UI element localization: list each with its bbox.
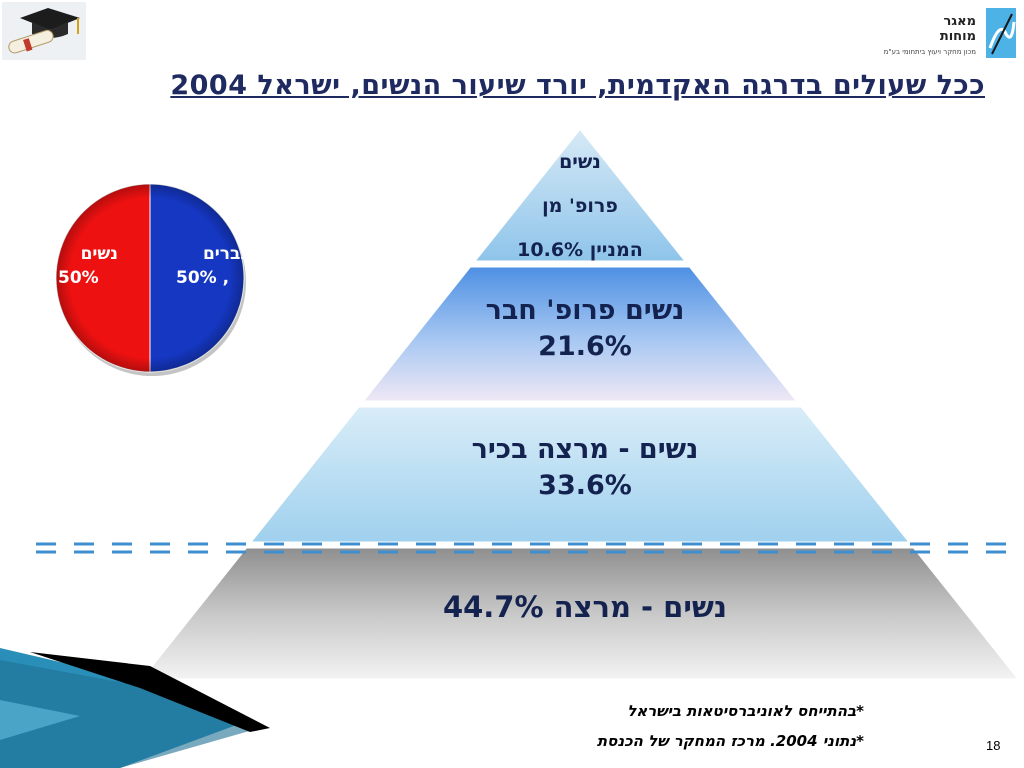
pyramid-tier-lecturer <box>136 545 1024 682</box>
logo-name-line2: מוחות <box>939 29 976 44</box>
tier-senior-lecturer-label: נשים - מרצה בכיר 33.6% <box>360 432 810 504</box>
pie-shading <box>56 184 244 372</box>
page-number: 18 <box>986 738 1001 753</box>
footnote-source: *נתוני 2004. מרכז המחקר של הכנסת <box>596 732 864 750</box>
pyramid-tier-full-professor <box>470 125 690 264</box>
pyramid-tier-associate-professor <box>358 264 802 404</box>
pie-label-men: גברים 50% , <box>176 242 248 290</box>
tier-associate-professor-line2: 21.6% <box>538 331 632 362</box>
pyramid-chart <box>136 125 1024 682</box>
pie-label-women-value: 50% <box>58 268 99 288</box>
logo-tagline: מכון מחקר ויעוץ ביתחומי בע"מ <box>883 48 976 56</box>
decorative-swoosh <box>0 648 270 768</box>
tier-full-professor-line1: נשים <box>559 151 601 173</box>
tier-full-professor-label: נשים פרופ' מן המניין 10.6% <box>460 140 700 272</box>
pie-label-women: נשים 50% <box>58 242 118 290</box>
footnote-universities: *בהתייחס לאוניברסיטאות בישראל <box>627 702 864 720</box>
tier-senior-lecturer-line2: 33.6% <box>538 470 632 501</box>
pie-chart <box>55 183 246 376</box>
tier-associate-professor-line1: נשים פרופ' חבר <box>485 295 685 326</box>
tier-full-professor-line3: המניין 10.6% <box>517 239 643 261</box>
tier-lecturer-line1: נשים - מרצה 44.7% <box>442 590 728 624</box>
tier-senior-lecturer-line1: נשים - מרצה בכיר <box>471 434 699 465</box>
logo-name-line1: מאגר <box>943 14 976 29</box>
pie-label-women-name: נשים <box>80 244 118 264</box>
pie-label-men-value: 50% , <box>176 268 230 288</box>
tier-associate-professor-label: נשים פרופ' חבר 21.6% <box>400 293 770 365</box>
graduation-cap-diploma-icon <box>2 2 86 60</box>
pen-icon <box>986 8 1016 58</box>
tier-lecturer-label: נשים - מרצה 44.7% <box>300 588 870 626</box>
pie-label-men-name: גברים <box>202 244 248 264</box>
tier-full-professor-line2: פרופ' מן <box>542 195 618 217</box>
slide-title: ככל שעולים בדרגה האקדמית, יורד שיעור הנש… <box>170 70 985 101</box>
dashed-divider <box>36 542 1006 554</box>
